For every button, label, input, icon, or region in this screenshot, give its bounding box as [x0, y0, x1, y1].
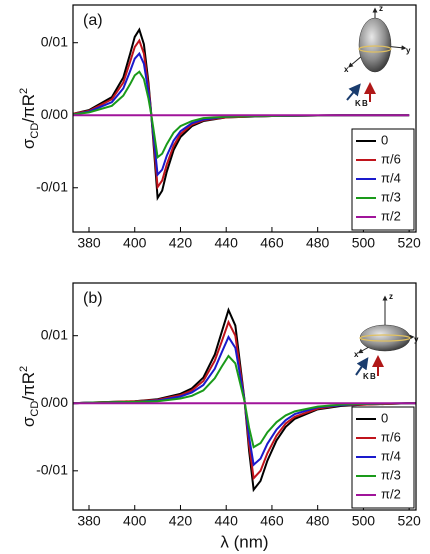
y-axis-label: σCD/πR2 [18, 366, 41, 427]
inset-label: z [379, 4, 383, 13]
x-tick-label: 440 [215, 235, 239, 251]
legend-label: 0 [381, 410, 388, 425]
x-tick-label: 380 [77, 235, 101, 251]
legend-label: π/6 [381, 151, 401, 166]
series-line [73, 70, 410, 160]
y-label-part: /πR [19, 94, 38, 123]
x-tick-label: 400 [123, 235, 147, 251]
y-label-part: σ [19, 138, 38, 149]
x-tick-label: 420 [169, 235, 193, 251]
legend-label: π/4 [381, 448, 401, 463]
x-tick-label: 480 [306, 235, 330, 251]
x-tick-label: 500 [352, 235, 376, 251]
y-label-part: σ [19, 416, 38, 427]
y-tick-label: -0/01 [36, 462, 68, 478]
inset-label: x [354, 350, 359, 359]
inset-label: B [370, 372, 376, 381]
x-tick-label: 500 [352, 513, 376, 529]
inset-label: z [389, 292, 393, 301]
x-axis-label: λ (nm) [220, 532, 268, 551]
plot-frame [72, 282, 417, 511]
y-axis-label: σCD/πR2 [18, 88, 41, 149]
inset-label: K [363, 372, 369, 381]
y-label-part: 2 [18, 366, 30, 372]
legend-label: π/6 [381, 429, 401, 444]
inset-label: B [362, 99, 368, 108]
x-tick-label: 520 [397, 235, 421, 251]
inset-label: K [355, 99, 361, 108]
y-tick-label: 0/00 [41, 394, 68, 410]
plot-frame [72, 4, 417, 233]
inset: z y x K B [354, 292, 419, 381]
panel-label: (a) [83, 12, 103, 29]
x-tick-label: 380 [77, 513, 101, 529]
y-tick-label: 0/01 [41, 326, 68, 342]
y-label-part: CD [29, 401, 41, 417]
inset: z y x K B [344, 4, 411, 108]
y-label-part: 2 [18, 88, 30, 94]
inset-label: x [344, 65, 349, 74]
x-tick-label: 400 [123, 513, 147, 529]
y-tick-label: 0/00 [41, 106, 68, 122]
legend-label: 0 [381, 132, 388, 147]
legend-label: π/3 [381, 467, 401, 482]
legend-label: π/2 [381, 208, 401, 223]
x-tick-label: 520 [397, 513, 421, 529]
x-tick-label: 460 [260, 513, 284, 529]
legend-label: π/3 [381, 189, 401, 204]
chart: 380 400 420 440 460 480 500 520 0/01 0/00 -0/01 σCD… [18, 282, 421, 551]
x-tick-label: 460 [260, 235, 284, 251]
legend-label: π/4 [381, 170, 401, 185]
inset-label: y [414, 335, 419, 344]
series-line [73, 354, 416, 449]
y-tick-label: 0/01 [41, 33, 68, 49]
chart: 380 400 420 440 460 480 500 520 0/01 0/00 -0/01 σCD… [18, 4, 421, 251]
inset-label: y [406, 46, 411, 55]
x-tick-label: 420 [169, 513, 193, 529]
panel-label: (b) [83, 290, 103, 307]
y-label-part: CD [29, 123, 41, 139]
y-label-part: /πR [19, 372, 38, 401]
x-tick-label: 480 [306, 513, 330, 529]
y-tick-label: -0/01 [36, 178, 68, 194]
legend-label: π/2 [381, 486, 401, 501]
x-tick-label: 440 [215, 513, 239, 529]
